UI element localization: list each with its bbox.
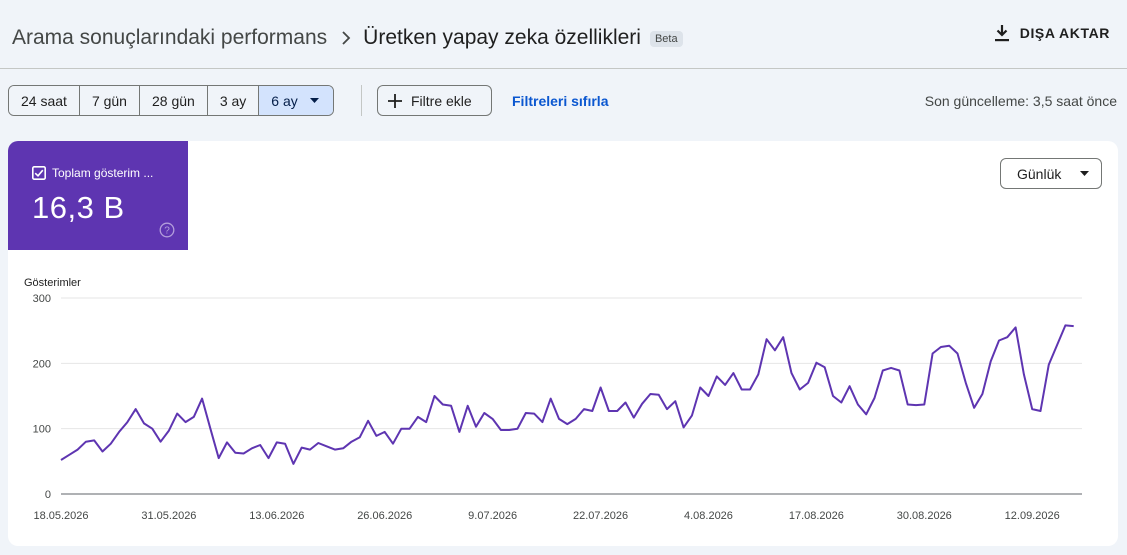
metric-header: Toplam gösterim ... <box>32 166 153 180</box>
export-button[interactable]: DIŞA AKTAR <box>994 24 1110 42</box>
toolbar-divider <box>361 85 362 116</box>
date-range-7d[interactable]: 7 gün <box>78 86 139 115</box>
export-label: DIŞA AKTAR <box>1019 25 1110 41</box>
last-updated-text: Son güncelleme: 3,5 saat önce <box>924 93 1117 109</box>
breadcrumb-root[interactable]: Arama sonuçlarındaki performans <box>12 26 328 49</box>
metric-value: 16,3 B <box>32 190 125 225</box>
date-range-6m[interactable]: 6 ay <box>258 86 333 115</box>
download-icon <box>994 25 1009 42</box>
granularity-select[interactable]: Günlük <box>1000 158 1102 189</box>
metric-label: Toplam gösterim ... <box>52 166 154 180</box>
x-tick-label: 12.09.2026 <box>1005 510 1060 522</box>
total-impressions-card[interactable]: Toplam gösterim ... 16,3 B ? <box>8 141 188 250</box>
impressions-chart: Gösterimler 0 100 200 300 18.05.2026 31.05.202… <box>24 277 1082 522</box>
performance-chart-card: Gösterimler 0 100 200 300 18.05.2026 31.05.202… <box>8 141 1118 546</box>
page-title: Üretken yapay zeka özellikleri <box>363 26 641 49</box>
date-range-selector: 24 saat 7 gün 28 gün 3 ay 6 ay <box>8 85 334 116</box>
beta-badge: Beta <box>649 31 683 47</box>
dropdown-arrow-icon <box>309 98 319 103</box>
date-range-24h[interactable]: 24 saat <box>9 86 79 115</box>
y-tick-label: 0 <box>45 489 51 501</box>
add-filter-button[interactable]: Filtre ekle <box>377 85 492 116</box>
date-range-label: 7 gün <box>91 92 127 109</box>
date-range-label: 6 ay <box>271 92 298 109</box>
y-tick-label: 100 <box>33 424 51 436</box>
impressions-series-line <box>60 324 1074 465</box>
x-tick-label: 13.06.2026 <box>249 510 304 522</box>
x-tick-label: 17.08.2026 <box>789 510 844 522</box>
x-tick-label: 9.07.2026 <box>468 510 517 522</box>
x-tick-label: 22.07.2026 <box>573 510 628 522</box>
chevron-right-icon <box>341 30 351 46</box>
dropdown-arrow-icon <box>1080 171 1089 176</box>
reset-filters-link[interactable]: Filtreleri sıfırla <box>512 93 609 109</box>
date-range-label: 24 saat <box>21 92 67 109</box>
y-tick-label: 200 <box>33 358 51 370</box>
breadcrumb: Arama sonuçlarındaki performans Üretken … <box>12 26 683 50</box>
granularity-label: Günlük <box>1017 165 1062 182</box>
page-header: Arama sonuçlarındaki performans Üretken … <box>0 0 1127 69</box>
x-tick-label: 26.06.2026 <box>357 510 412 522</box>
plus-icon <box>388 93 402 108</box>
date-range-label: 3 ay <box>219 92 247 109</box>
add-filter-label: Filtre ekle <box>411 92 472 109</box>
date-range-28d[interactable]: 28 gün <box>138 86 207 115</box>
svg-text:?: ? <box>164 226 170 237</box>
x-tick-label: 30.08.2026 <box>897 510 952 522</box>
x-tick-label: 31.05.2026 <box>141 510 196 522</box>
x-tick-label: 4.08.2026 <box>684 510 733 522</box>
y-tick-label: 300 <box>33 293 51 305</box>
x-tick-label: 18.05.2026 <box>33 510 88 522</box>
y-axis-label: Gösterimler <box>24 277 81 289</box>
date-range-3m[interactable]: 3 ay <box>206 86 259 115</box>
checkbox-checked-icon[interactable] <box>32 166 46 180</box>
date-range-label: 28 gün <box>151 92 195 109</box>
help-icon[interactable]: ? <box>159 222 175 238</box>
